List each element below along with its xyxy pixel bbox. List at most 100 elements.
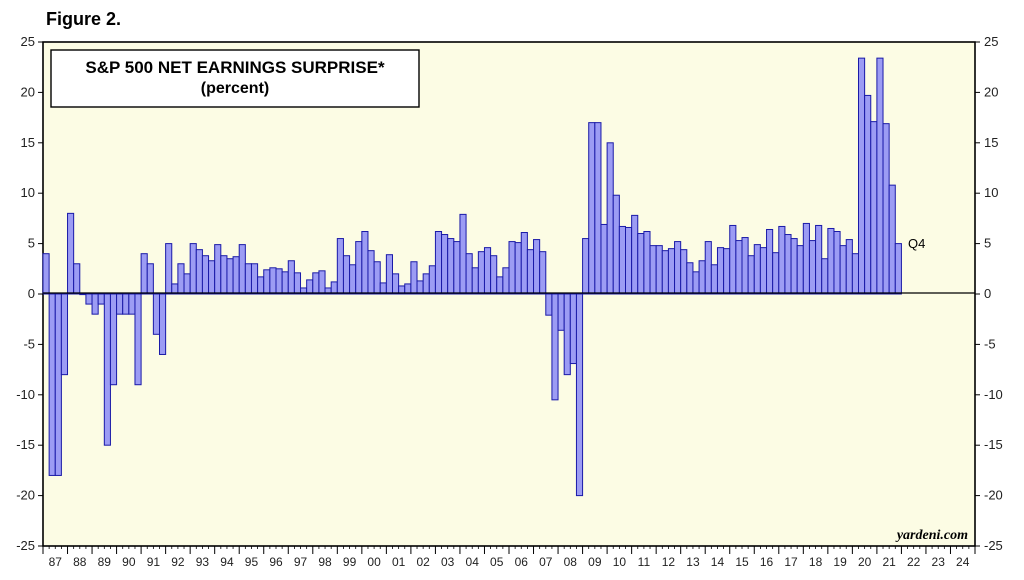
bar xyxy=(704,241,712,295)
bar xyxy=(140,253,148,295)
bar xyxy=(833,231,841,295)
bar xyxy=(379,282,387,295)
bar xyxy=(545,293,553,316)
bar xyxy=(342,255,351,295)
bar xyxy=(73,263,81,295)
bar xyxy=(263,269,271,295)
x-year-label: 09 xyxy=(588,555,602,569)
bar xyxy=(208,260,216,295)
x-year-label: 24 xyxy=(956,555,970,569)
bar xyxy=(845,239,853,295)
bar xyxy=(392,273,400,295)
bar xyxy=(269,267,277,295)
y-tick-label-right: 5 xyxy=(984,236,991,251)
y-tick-label-left: -10 xyxy=(16,387,35,402)
bar xyxy=(502,267,510,295)
bar xyxy=(716,247,725,295)
x-year-label: 14 xyxy=(711,555,725,569)
bar xyxy=(680,249,688,295)
bar xyxy=(876,57,884,295)
bar xyxy=(244,263,252,295)
bar xyxy=(447,238,455,295)
bar xyxy=(85,293,93,305)
bar xyxy=(588,122,596,295)
x-year-label: 18 xyxy=(809,555,823,569)
bar xyxy=(723,248,731,295)
title-box: S&P 500 NET EARNINGS SURPRISE* (percent) xyxy=(50,49,420,108)
bar xyxy=(747,255,755,295)
x-year-label: 95 xyxy=(245,555,259,569)
y-tick-label-left: -15 xyxy=(16,437,35,452)
bar xyxy=(600,223,608,295)
bar xyxy=(220,255,228,295)
bar xyxy=(91,293,99,315)
bar xyxy=(385,254,393,295)
bar xyxy=(533,239,541,295)
bar xyxy=(741,237,749,295)
bar xyxy=(134,293,142,386)
bar xyxy=(882,123,890,295)
y-tick-label-right: 10 xyxy=(984,185,998,200)
bar xyxy=(128,293,136,315)
bar xyxy=(146,263,154,295)
bar xyxy=(67,212,75,295)
bar xyxy=(496,276,504,295)
bar xyxy=(514,242,522,295)
y-tick-label-right: -25 xyxy=(984,538,1003,553)
bar xyxy=(103,293,111,446)
bar xyxy=(575,293,584,497)
y-tick-label-right: -15 xyxy=(984,437,1003,452)
bar xyxy=(109,293,118,386)
bar xyxy=(306,279,314,295)
y-tick-label-right: 0 xyxy=(984,286,991,301)
x-year-label: 98 xyxy=(318,555,332,569)
bar xyxy=(483,247,492,295)
bar xyxy=(122,293,130,315)
bar xyxy=(667,248,676,295)
bar xyxy=(606,142,614,295)
bar xyxy=(116,293,124,315)
x-year-label: 13 xyxy=(686,555,700,569)
bar xyxy=(48,293,56,476)
bar xyxy=(858,57,866,295)
y-tick-label-left: 25 xyxy=(21,34,35,49)
bar xyxy=(808,240,817,295)
x-year-label: 91 xyxy=(147,555,161,569)
y-tick-label-left: 0 xyxy=(28,286,35,301)
x-year-label: 94 xyxy=(220,555,234,569)
x-year-label: 89 xyxy=(98,555,112,569)
bar xyxy=(520,232,528,295)
bar xyxy=(796,245,804,295)
bars-layer xyxy=(42,57,902,497)
bar xyxy=(195,249,203,295)
x-year-label: 08 xyxy=(564,555,578,569)
bar xyxy=(367,250,375,295)
bar xyxy=(618,225,626,295)
bar xyxy=(655,245,663,295)
y-tick-label-left: -20 xyxy=(16,488,35,503)
bar xyxy=(563,293,571,376)
bar xyxy=(275,268,283,295)
x-year-label: 21 xyxy=(882,555,896,569)
bar xyxy=(336,238,344,295)
bar xyxy=(453,241,461,295)
bar xyxy=(851,253,859,295)
bar xyxy=(661,250,669,295)
bar xyxy=(735,240,743,295)
bar xyxy=(772,252,780,295)
bar xyxy=(539,251,547,295)
bar xyxy=(361,231,369,295)
x-year-label: 96 xyxy=(269,555,283,569)
bar xyxy=(373,261,381,295)
y-tick-label-left: -25 xyxy=(16,538,35,553)
x-year-label: 03 xyxy=(441,555,455,569)
bar xyxy=(42,253,50,295)
bar xyxy=(582,238,590,295)
bar xyxy=(802,222,810,295)
bar xyxy=(422,273,430,295)
bar xyxy=(766,228,774,295)
bar xyxy=(355,241,363,295)
bar xyxy=(465,253,473,295)
x-year-label: 90 xyxy=(122,555,136,569)
bar xyxy=(637,233,645,295)
